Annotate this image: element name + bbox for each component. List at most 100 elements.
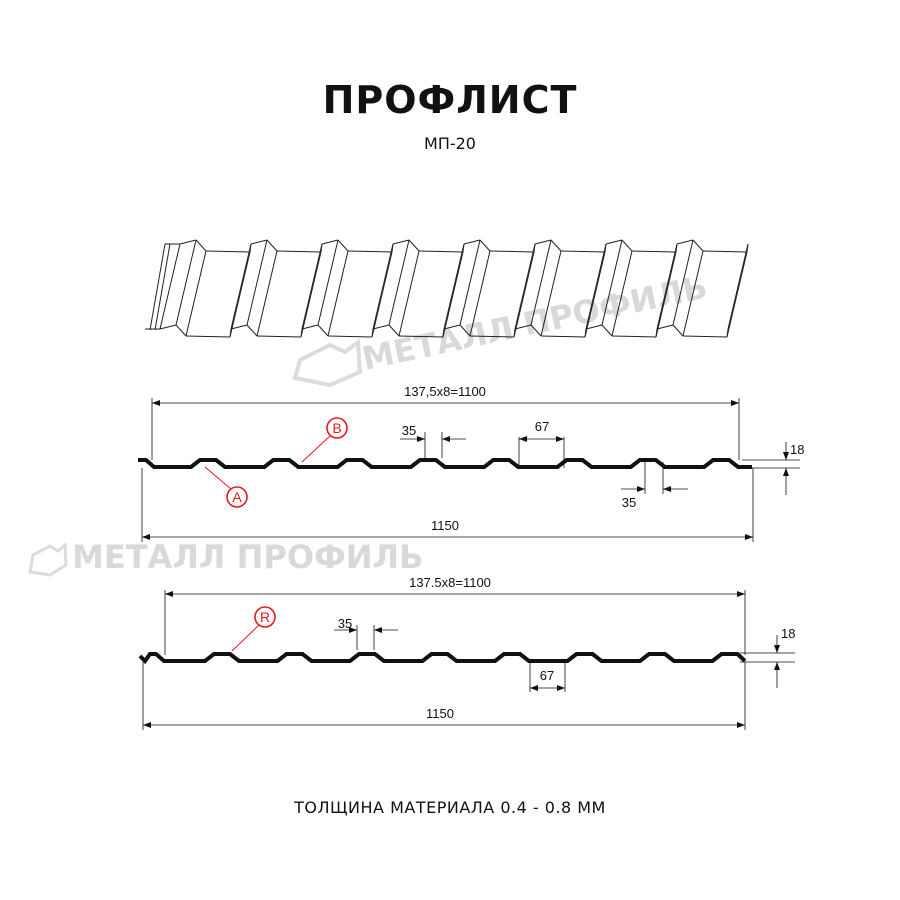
sheet-edge (327, 250, 349, 337)
svg-text:R: R (260, 609, 270, 625)
sheet-edge (388, 324, 400, 337)
sheet-edge (229, 328, 232, 338)
sheet-edge (230, 243, 252, 330)
sheet-edge (513, 251, 535, 338)
sheet-edge (175, 239, 197, 326)
profile-r-line (138, 652, 747, 665)
marker-r: R (231, 606, 276, 652)
top-width-dimension: 35 (338, 616, 352, 631)
sheet-edge (418, 250, 464, 253)
sheet-edge (443, 243, 465, 330)
sheet-edge (388, 239, 410, 326)
sheet-edge (159, 243, 181, 330)
sheet-edge (185, 335, 231, 338)
marker-a: A (204, 466, 248, 508)
sheet-edge (347, 250, 393, 253)
svg-text:A: A (232, 489, 242, 505)
sheet-edge (392, 239, 410, 245)
sheet-edge (514, 324, 532, 330)
marker-b: B (301, 417, 348, 463)
sheet-edge (656, 324, 674, 330)
sheet-edge (159, 324, 177, 330)
sheet-edge (372, 324, 390, 330)
sheet-edge (371, 328, 374, 338)
sheet-edge (266, 239, 278, 252)
sheet-edge (154, 243, 171, 331)
sheet-edge (398, 250, 420, 337)
profile-model: МП-20 (424, 134, 476, 153)
watermark-bottom: МЕТАЛЛ ПРОФИЛЬ (28, 538, 424, 577)
sheet-edge (585, 324, 603, 330)
sheet-edge (317, 239, 339, 326)
sheet-edge (256, 250, 278, 337)
sheet-3d-view (145, 239, 749, 338)
profile-a-line (138, 458, 752, 469)
sheet-edge (534, 239, 552, 245)
sheet-edge (250, 239, 268, 245)
sheet-edge (682, 250, 704, 337)
sheet-edge (656, 243, 678, 330)
sheet-edge (727, 243, 749, 330)
sheet-edge (540, 335, 586, 338)
watermark-top: МЕТАЛЛ ПРОФИЛЬ (292, 268, 710, 388)
pitch-dimension: 137,5x8=1100 (404, 384, 486, 399)
sheet-edge (276, 250, 322, 253)
sheet-edge (655, 251, 677, 338)
sheet-edge (463, 239, 481, 245)
sheet-edge (584, 251, 606, 338)
top-width-dimension: 35 (402, 423, 416, 438)
sheet-edge (601, 239, 623, 326)
sheet-edge (469, 335, 515, 338)
sheet-edge (702, 250, 748, 253)
pitch-dimension: 137.5x8=1100 (409, 575, 491, 590)
sheet-edge (256, 335, 302, 338)
sheet-edge (726, 328, 729, 338)
sheet-edge (631, 250, 677, 253)
page-title: ПРОФЛИСТ (322, 78, 578, 122)
sheet-edge (513, 328, 516, 338)
sheet-edge (246, 324, 258, 337)
sheet-edge (372, 243, 394, 330)
sheet-edge (560, 250, 606, 253)
svg-text:B: B (332, 420, 341, 436)
sheet-edge (514, 243, 536, 330)
sheet-edge (530, 324, 542, 337)
sheet-edge (442, 328, 445, 338)
height-dimension: 18 (790, 442, 804, 457)
material-thickness: ТОЛЩИНА МАТЕРИАЛА 0.4 - 0.8 ММ (294, 798, 606, 817)
sheet-edge (408, 239, 420, 252)
sheet-edge (682, 335, 728, 338)
sheet-edge (611, 335, 657, 338)
sheet-edge (726, 251, 748, 338)
sheet-edge (605, 239, 623, 245)
bottom-width-dimension: 35 (622, 495, 636, 510)
sheet-edge (317, 324, 329, 337)
sheet-edge (672, 324, 684, 337)
sheet-edge (692, 239, 704, 252)
sheet-edge (530, 239, 552, 326)
width-dimension: 1150 (431, 518, 459, 533)
valley-dimension: 67 (535, 419, 549, 434)
sheet-edge (301, 243, 323, 330)
sheet-edge (469, 250, 491, 337)
sheet-edge (230, 324, 248, 330)
sheet-edge (300, 328, 303, 338)
width-dimension: 1150 (426, 706, 454, 721)
profile-ab: 137,5x8=1100 1150 35 67 35 18 B A (138, 384, 804, 542)
sheet-edge (442, 251, 464, 338)
sheet-edge (655, 328, 658, 338)
sheet-edge (179, 239, 197, 245)
sheet-edge (540, 250, 562, 337)
sheet-edge (301, 324, 319, 330)
watermark-text: МЕТАЛЛ ПРОФИЛЬ (72, 538, 424, 576)
sheet-edge (195, 239, 207, 252)
sheet-edge (676, 239, 694, 245)
sheet-edge (300, 251, 322, 338)
sheet-edge (621, 239, 633, 252)
sheet-edge (246, 239, 268, 326)
sheet-edge (175, 324, 187, 337)
sheet-edge (479, 239, 491, 252)
sheet-edge (229, 251, 251, 338)
valley-dimension: 67 (540, 668, 554, 683)
